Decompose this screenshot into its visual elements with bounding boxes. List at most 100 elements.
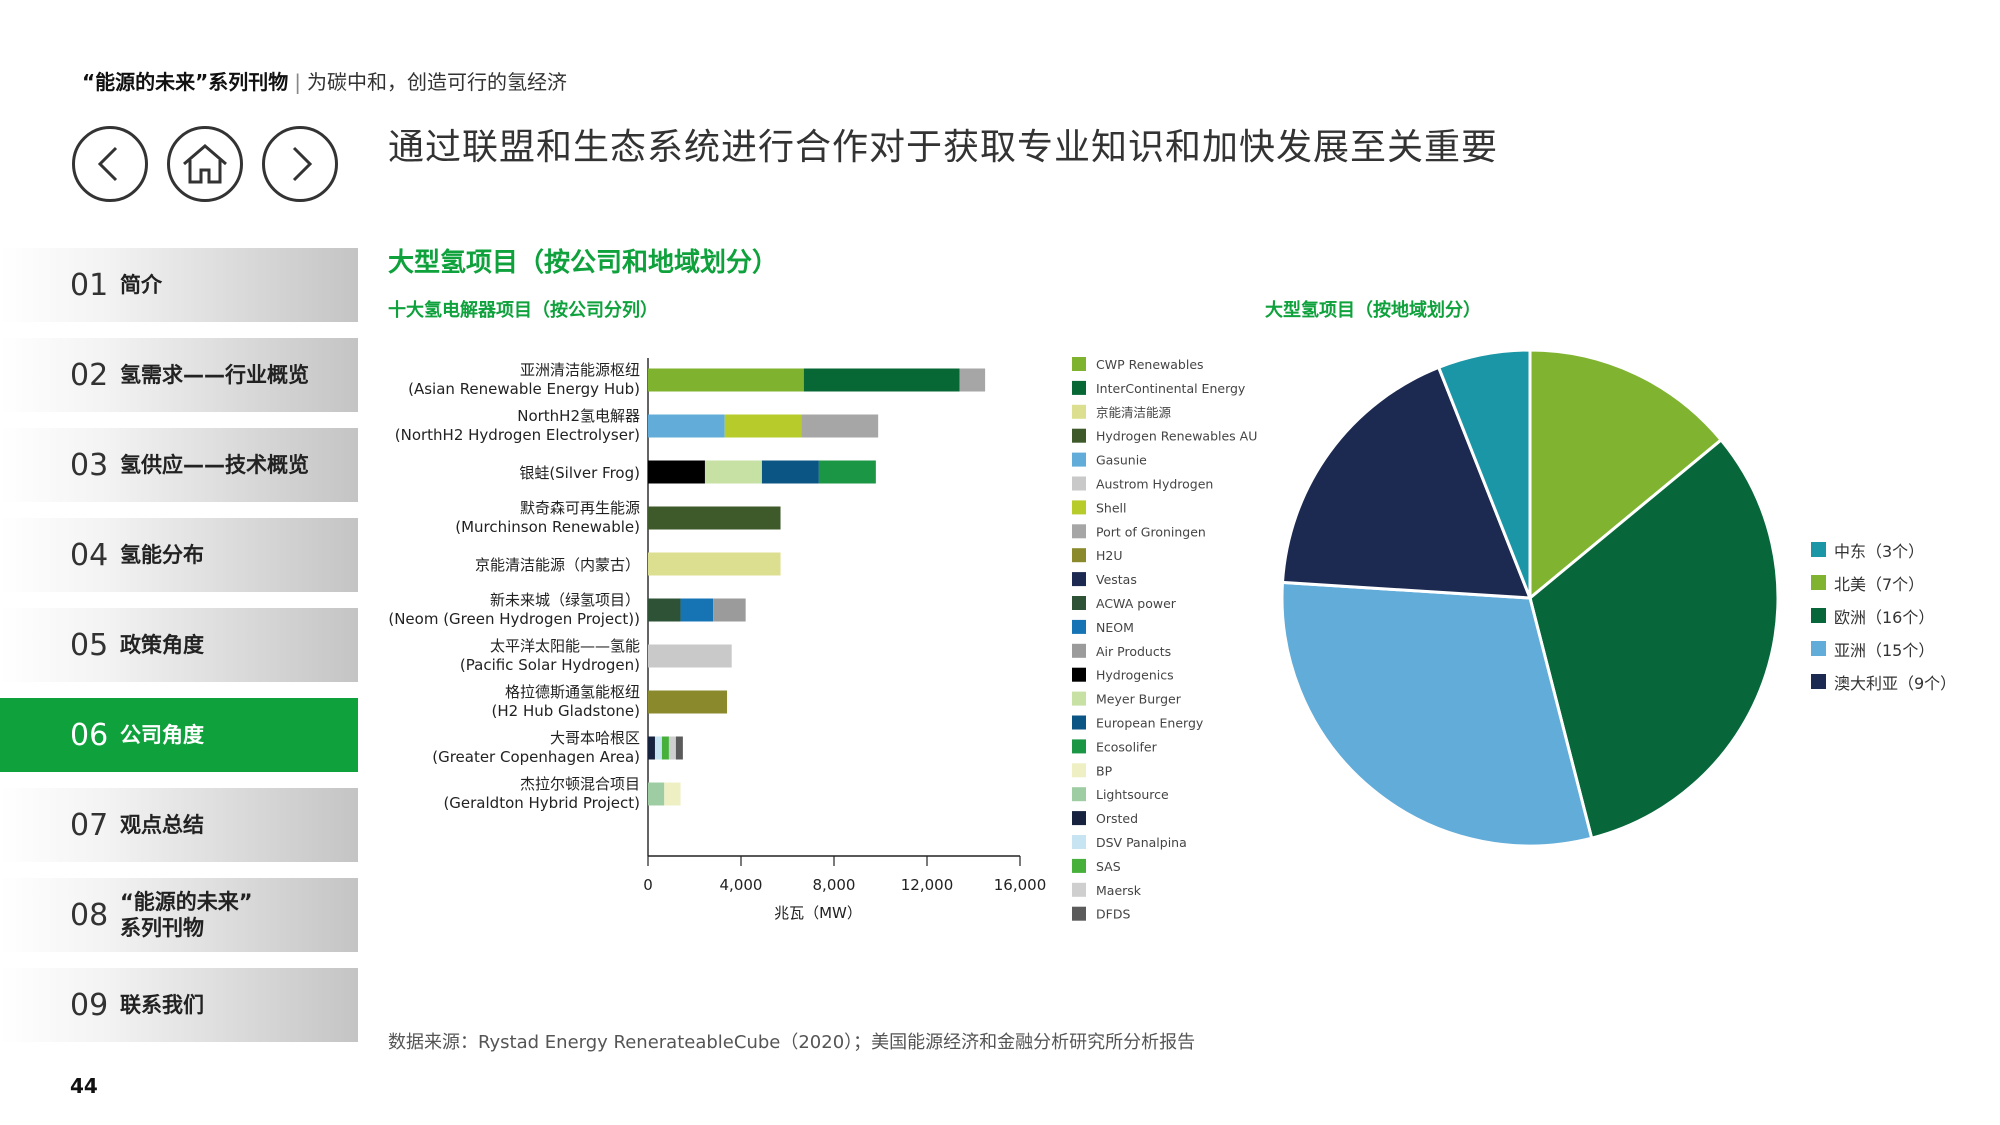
bar-segment	[801, 414, 879, 438]
legend-entry: Meyer Burger	[1096, 692, 1182, 707]
legend-entry: BP	[1096, 763, 1113, 778]
sidebar-item-label: 观点总结	[120, 813, 204, 837]
pie-slice	[1528, 348, 1724, 602]
legend-entry: Shell	[1096, 500, 1127, 515]
sidebar-item-label: 氢供应——技术概览	[120, 453, 309, 477]
bar-segment	[648, 782, 665, 806]
pie-slice	[1436, 348, 1532, 599]
legend-swatch	[1072, 643, 1086, 658]
category-label: 杰拉尔顿混合项目	[520, 775, 640, 793]
bar-segment	[648, 506, 781, 530]
category-label: (H2 Hub Gladstone)	[492, 702, 640, 720]
legend-entry: Gasunie	[1096, 453, 1147, 468]
legend-swatch	[1072, 811, 1086, 826]
category-label: (NorthH2 Hydrogen Electrolyser)	[395, 426, 640, 444]
legend-entry: ACWA power	[1096, 596, 1177, 611]
legend-entry: Maersk	[1096, 883, 1142, 898]
category-label: (Greater Copenhagen Area)	[432, 748, 640, 766]
legend-entry: Hydrogenics	[1096, 668, 1174, 683]
category-label: 太平洋太阳能——氢能	[490, 637, 640, 655]
legend-swatch	[1072, 906, 1086, 921]
forward-button[interactable]	[262, 126, 338, 202]
legend-entry: DFDS	[1096, 907, 1130, 922]
x-tick-label: 4,000	[720, 876, 763, 894]
legend-entry: SAS	[1096, 859, 1121, 874]
sidebar-item-number: 02	[70, 357, 109, 393]
bar-segment	[648, 644, 732, 668]
pie-slice	[1280, 365, 1533, 600]
sidebar-item-series[interactable]: 08 “能源的未来” 系列刊物	[0, 878, 358, 952]
bar-segment	[803, 368, 960, 392]
legend-entry: Vestas	[1096, 572, 1137, 587]
pie-legend-swatch	[1811, 641, 1826, 656]
bar-segment	[648, 414, 725, 438]
category-label: (Pacific Solar Hydrogen)	[460, 656, 640, 674]
legend-swatch	[1072, 667, 1086, 682]
sidebar-item-supply[interactable]: 03 氢供应——技术概览	[0, 428, 358, 502]
sidebar-item-number: 04	[70, 537, 109, 573]
bar-segment	[704, 460, 762, 484]
legend-swatch	[1072, 428, 1086, 443]
legend-entry: Austrom Hydrogen	[1096, 477, 1213, 492]
series-title: “能源的未来”系列刊物	[82, 70, 289, 94]
bar-segment	[675, 736, 683, 760]
legend-swatch	[1072, 835, 1086, 849]
pie-legend-swatch	[1811, 542, 1826, 557]
category-label: (Asian Renewable Energy Hub)	[408, 380, 640, 398]
sidebar-item-label: 氢能分布	[120, 543, 204, 567]
sidebar-item-number: 08	[70, 897, 109, 933]
pie-legend-entry: 北美（7个）	[1834, 575, 1924, 594]
bar-segment	[713, 598, 746, 622]
legend-swatch	[1072, 596, 1086, 610]
sidebar-item-company[interactable]: 06 公司角度	[0, 698, 358, 772]
sidebar-item-number: 07	[70, 807, 109, 843]
pie-legend-swatch	[1811, 674, 1826, 689]
sidebar-item-contact[interactable]: 09 联系我们	[0, 968, 358, 1042]
legend-entry: Air Products	[1096, 644, 1171, 659]
sidebar-item-label-line2: 系列刊物	[120, 916, 204, 940]
bar-segment	[761, 460, 819, 484]
category-label: 默奇森可再生能源	[520, 499, 640, 517]
bar-segment	[668, 736, 676, 760]
sidebar-item-distribution[interactable]: 04 氢能分布	[0, 518, 358, 592]
category-label: 京能清洁能源（内蒙古）	[475, 556, 640, 574]
x-tick-label: 16,000	[994, 876, 1047, 894]
home-icon	[183, 144, 227, 184]
legend-swatch	[1072, 691, 1086, 706]
legend-entry: Orsted	[1096, 811, 1138, 826]
publication-header: “能源的未来”系列刊物 | 为碳中和，创造可行的氢经济	[82, 66, 567, 95]
sidebar-item-label: 政策角度	[120, 633, 204, 657]
legend-entry: 京能清洁能源	[1096, 405, 1172, 420]
back-button[interactable]	[72, 126, 148, 202]
legend-swatch	[1072, 357, 1086, 371]
home-button[interactable]	[167, 126, 243, 202]
bar-segment	[724, 414, 802, 438]
category-label: 大哥本哈根区	[550, 729, 640, 747]
legend-swatch	[1072, 404, 1086, 419]
legend-swatch	[1072, 524, 1086, 539]
pie-legend-entry: 中东（3个）	[1834, 542, 1924, 561]
legend-entry: Port of Groningen	[1096, 524, 1206, 539]
bar-segment	[648, 598, 681, 622]
legend-swatch	[1072, 619, 1086, 634]
bar-segment	[648, 552, 781, 576]
sidebar-item-number: 03	[70, 447, 109, 483]
sidebar-item-label: 简介	[120, 273, 162, 297]
legend-swatch	[1072, 882, 1086, 897]
section-title: 大型氢项目（按公司和地域划分）	[388, 248, 779, 278]
legend-entry: European Energy	[1096, 716, 1204, 731]
sidebar-item-demand[interactable]: 02 氢需求——行业概览	[0, 338, 358, 412]
sidebar-item-intro[interactable]: 01 简介	[0, 248, 358, 322]
bar-segment	[818, 460, 876, 484]
chevron-right-icon	[292, 146, 313, 182]
pie-legend-swatch	[1811, 575, 1826, 590]
legend-swatch	[1072, 787, 1086, 802]
sidebar-item-policy[interactable]: 05 政策角度	[0, 608, 358, 682]
pie-legend-swatch	[1811, 608, 1826, 623]
sidebar-item-label: “能源的未来” 系列刊物	[120, 889, 253, 941]
legend-swatch	[1072, 476, 1086, 491]
bar-segment	[959, 368, 986, 392]
legend-swatch	[1072, 763, 1086, 778]
sidebar-item-summary[interactable]: 07 观点总结	[0, 788, 358, 862]
legend-entry: DSV Panalpina	[1096, 835, 1187, 850]
